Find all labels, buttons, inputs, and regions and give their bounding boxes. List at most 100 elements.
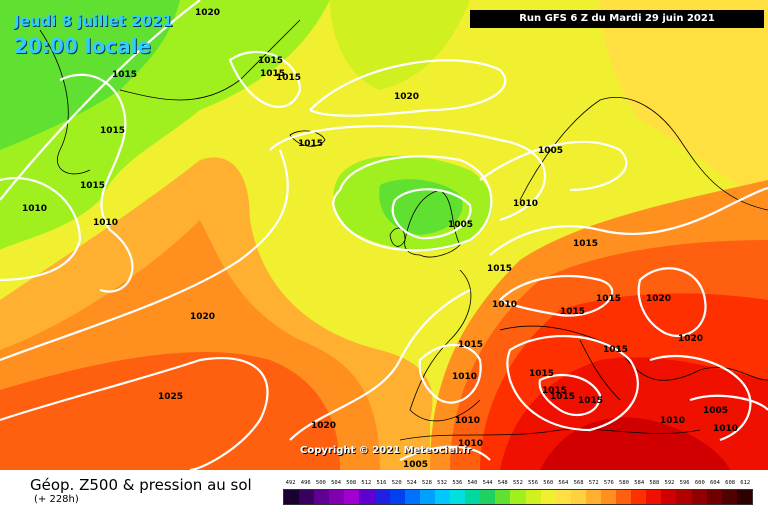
forecast-time: 20:00 locale bbox=[14, 34, 151, 58]
coast-north-africa bbox=[399, 428, 701, 441]
isobar-label: 1015 bbox=[560, 307, 585, 317]
legend-value: 584 bbox=[634, 480, 645, 486]
color-legend: 492 496 500 504 508 512 516 520 524 528 532 536 540 5… bbox=[283, 480, 753, 505]
legend-value: 524 bbox=[406, 480, 417, 486]
legend-value: 564 bbox=[558, 480, 569, 486]
legend-swatch bbox=[510, 490, 526, 504]
legend-swatch bbox=[721, 490, 737, 504]
legend-value: 572 bbox=[588, 480, 599, 486]
isobar-10 bbox=[637, 267, 707, 337]
legend-swatch bbox=[389, 490, 405, 504]
legend-value: 540 bbox=[467, 480, 478, 486]
legend-swatch bbox=[540, 490, 556, 504]
isobar-label: 1015 bbox=[458, 340, 483, 350]
legend-value: 556 bbox=[528, 480, 539, 486]
legend-swatches bbox=[283, 489, 753, 505]
legend-swatch bbox=[631, 490, 647, 504]
legend-swatch bbox=[676, 490, 692, 504]
coast-mediterranean bbox=[499, 325, 768, 381]
legend-value: 604 bbox=[709, 480, 720, 486]
legend-swatch bbox=[570, 490, 586, 504]
legend-value: 552 bbox=[512, 480, 523, 486]
legend-value: 532 bbox=[437, 480, 448, 486]
isobar-label: 1015 bbox=[112, 70, 137, 80]
forecast-date: Jeudi 8 juillet 2021 bbox=[14, 12, 173, 30]
legend-swatch bbox=[404, 490, 420, 504]
legend-value: 592 bbox=[664, 480, 675, 486]
legend-value: 536 bbox=[452, 480, 463, 486]
isobar-6 bbox=[269, 124, 547, 222]
isobar-low-inner bbox=[391, 188, 472, 240]
isobar-label: 1010 bbox=[513, 199, 538, 209]
legend-swatch bbox=[646, 490, 662, 504]
isobar-label: 1015 bbox=[550, 392, 575, 402]
legend-swatch bbox=[600, 490, 617, 504]
isobar-label: 1020 bbox=[195, 8, 220, 18]
field-lightgreen-north bbox=[330, 0, 470, 90]
legend-value: 544 bbox=[482, 480, 493, 486]
isobar-label: 1015 bbox=[542, 386, 567, 396]
isobar-label: 1015 bbox=[529, 369, 554, 379]
isobar-labels: 1020 1015 1015 1015 1015 1020 1015 1015 … bbox=[22, 8, 738, 470]
isobar-label: 1010 bbox=[455, 416, 480, 426]
isobar-label: 1010 bbox=[660, 416, 685, 426]
legend-value: 568 bbox=[573, 480, 584, 486]
legend-swatch bbox=[344, 490, 360, 504]
legend-value: 512 bbox=[361, 480, 372, 486]
isobar-label: 1025 bbox=[158, 392, 183, 402]
isobar-label: 1015 bbox=[603, 345, 628, 355]
legend-swatch bbox=[525, 490, 541, 504]
isobar-label: 1015 bbox=[487, 264, 512, 274]
isobar-label: 1015 bbox=[578, 396, 603, 406]
legend-swatch bbox=[284, 490, 300, 504]
legend-value: 504 bbox=[331, 480, 342, 486]
legend-value: 580 bbox=[619, 480, 629, 486]
isobar-13 bbox=[289, 289, 471, 441]
legend-value: 528 bbox=[422, 480, 432, 486]
coast-france-iberia bbox=[409, 269, 481, 422]
coast-iceland bbox=[289, 130, 326, 147]
isobar-label: 1005 bbox=[703, 406, 728, 416]
copyright: Copyright © 2021 Meteociel.fr bbox=[300, 445, 472, 456]
legend-value: 520 bbox=[391, 480, 402, 486]
low-scotland-core bbox=[379, 179, 463, 235]
legend-swatch bbox=[555, 490, 571, 504]
legend-value: 576 bbox=[603, 480, 614, 486]
isobar-label: 1005 bbox=[403, 460, 428, 470]
isobar-label: 1020 bbox=[678, 334, 703, 344]
field-orange-3 bbox=[0, 351, 340, 470]
isobar-label: 1015 bbox=[260, 69, 285, 79]
legend-labels: 492 496 500 504 508 512 516 520 524 528 532 536 540 5… bbox=[283, 480, 753, 489]
legend-swatch bbox=[616, 490, 632, 504]
legend-swatch bbox=[450, 490, 466, 504]
coast-ireland bbox=[389, 227, 406, 247]
legend-value: 612 bbox=[740, 480, 751, 486]
legend-value: 588 bbox=[649, 480, 660, 486]
legend-value: 608 bbox=[725, 480, 736, 486]
legend-swatch bbox=[495, 490, 511, 504]
legend-value: 496 bbox=[300, 480, 311, 486]
legend-value: 492 bbox=[285, 480, 296, 486]
isobar-label: 1010 bbox=[93, 218, 118, 228]
isobar-label: 1020 bbox=[190, 312, 215, 322]
isobar-label: 1010 bbox=[713, 424, 738, 434]
legend-swatch bbox=[374, 490, 390, 504]
map-title: Géop. Z500 & pression au sol bbox=[30, 476, 252, 494]
isobar-label: 1015 bbox=[100, 126, 125, 136]
isobar-15 bbox=[506, 335, 639, 432]
isobar-4 bbox=[228, 50, 302, 108]
isobar-label: 1005 bbox=[448, 220, 473, 230]
legend-swatch bbox=[329, 490, 345, 504]
isobar-label: 1020 bbox=[646, 294, 671, 304]
isobar-2 bbox=[59, 73, 134, 293]
isobar-low-outer bbox=[332, 155, 493, 252]
coast-britain bbox=[404, 189, 461, 258]
isobar-label: 1010 bbox=[22, 204, 47, 214]
legend-value: 596 bbox=[679, 480, 690, 486]
isobar-3 bbox=[0, 177, 82, 282]
isobar-5 bbox=[309, 59, 507, 117]
legend-swatch bbox=[661, 490, 677, 504]
map-canvas: 1020 1015 1015 1015 1015 1020 1015 1015 … bbox=[0, 0, 768, 470]
isobar-label: 1010 bbox=[452, 372, 477, 382]
legend-swatch bbox=[465, 490, 481, 504]
